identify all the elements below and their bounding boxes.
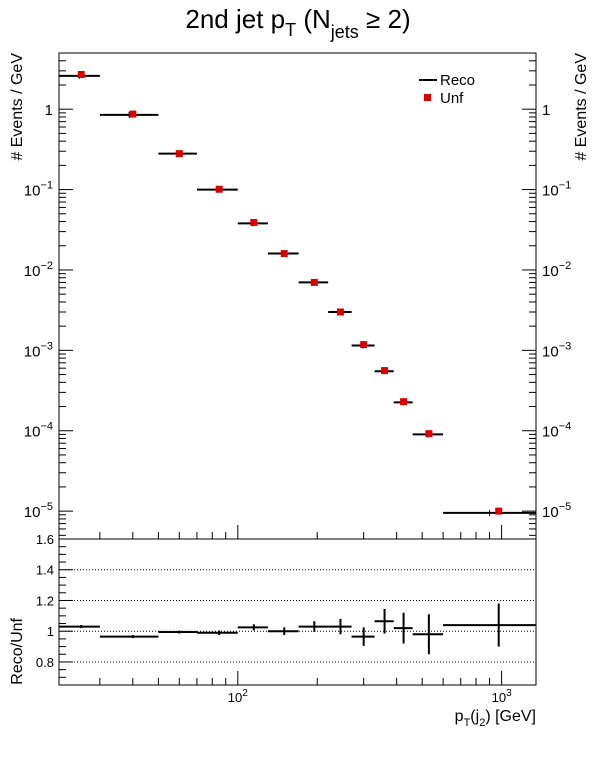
x-tick-label-exp: 2 <box>242 688 248 699</box>
main-y-tick-label-left-exp: −5 <box>40 501 53 513</box>
unf-marker <box>336 308 344 316</box>
main-y-tick-label-right: 10−3 <box>542 340 571 360</box>
main-y-axis-label-right: # Events / GeV <box>573 53 590 161</box>
main-y-tick-label-right-base: 10 <box>542 183 559 200</box>
main-y-tick-label-right: 10−5 <box>542 501 571 521</box>
unf-marker <box>129 110 137 118</box>
main-y-tick-label-left: 10−5 <box>24 501 53 521</box>
main-y-tick-label-left-exp: −2 <box>40 260 53 272</box>
legend: Reco Unf <box>419 72 475 107</box>
ratio-y-tick-label: 1.6 <box>36 532 54 547</box>
chart-title-rest: ≥ 2) <box>359 4 411 34</box>
unf-marker <box>310 278 318 286</box>
x-axis-label-end: ) [GeV] <box>485 708 536 725</box>
main-y-tick-label-right-exp: −4 <box>559 421 572 433</box>
x-axis-label-mid: (j <box>470 708 479 725</box>
main-y-tick-label-left-exp: −3 <box>40 340 53 352</box>
chart-title-paren: (N <box>296 4 331 34</box>
unf-marker <box>400 398 408 406</box>
ratio-y-tick-label: 1 <box>47 624 54 639</box>
x-axis-label-p: p <box>455 708 464 725</box>
x-tick-label-exp: 3 <box>506 688 512 699</box>
main-y-tick-label-left-exp: −1 <box>40 180 53 192</box>
main-y-tick-label-left: 1 <box>45 102 53 119</box>
main-y-tick-label-right-base: 10 <box>542 424 559 441</box>
x-axis-label: pT(j2) [GeV] <box>455 708 536 729</box>
unf-marker <box>280 250 288 258</box>
main-y-tick-label-right-exp: −5 <box>559 501 572 513</box>
x-tick-label-base: 10 <box>228 690 242 705</box>
chart-title-sub-jets: jets <box>330 22 359 42</box>
main-y-tick-label-left-base: 10 <box>24 183 41 200</box>
x-axis-label-sub-t: T <box>464 717 471 729</box>
unf-marker <box>175 150 183 158</box>
unf-marker <box>77 71 85 79</box>
series-ratio <box>59 603 536 655</box>
main-y-tick-label-left-base: 10 <box>24 343 41 360</box>
ratio-y-tick-label: 1.4 <box>36 563 54 578</box>
ratio-plot-frame <box>58 538 537 686</box>
axis-ticks <box>59 52 536 685</box>
main-y-tick-label-right-base: 10 <box>542 263 559 280</box>
main-y-tick-label-left-base: 10 <box>24 424 41 441</box>
ratio-y-axis-label: Reco/Unf <box>9 617 26 684</box>
x-tick-label: 103 <box>492 688 512 705</box>
main-y-tick-label-right-base: 10 <box>542 504 559 521</box>
main-y-tick-label-right-exp: −3 <box>559 340 572 352</box>
chart-title-sub-t: T <box>285 20 296 40</box>
main-y-tick-label-right-exp: −2 <box>559 260 572 272</box>
main-y-tick-label-right: 10−2 <box>542 260 571 280</box>
unf-marker <box>381 367 389 375</box>
legend-unf-marker <box>424 94 431 101</box>
main-y-tick-label-right-base: 10 <box>542 343 559 360</box>
series-reco <box>59 72 536 516</box>
main-y-tick-label-left-base: 10 <box>24 263 41 280</box>
ratio-y-tick-label: 0.8 <box>36 655 54 670</box>
main-y-tick-label-left-base: 10 <box>24 504 41 521</box>
main-y-tick-label-right: 10−4 <box>542 421 571 441</box>
main-y-tick-label-left-base: 1 <box>45 102 53 119</box>
ratio-gridlines <box>59 569 536 663</box>
chart-title: 2nd jet pT (Njets ≥ 2) <box>185 4 410 42</box>
axis-tick-labels: 1 110−1 10−110−2 10−210−3 10−310−4 10−410−5 10… <box>24 102 571 705</box>
ratio-y-tick-label: 1.2 <box>36 593 54 608</box>
legend-unf-label: Unf <box>440 90 464 107</box>
x-axis-label-sub-2: 2 <box>479 717 485 729</box>
legend-reco-label: Reco <box>440 72 475 89</box>
unf-marker <box>425 430 433 438</box>
main-y-tick-label-right: 10−1 <box>542 180 571 200</box>
main-y-tick-label-right-exp: −1 <box>559 180 572 192</box>
unf-marker <box>250 218 258 226</box>
main-y-tick-label-right: 1 <box>542 102 550 119</box>
series-unf <box>77 71 503 515</box>
main-y-tick-label-left-exp: −4 <box>40 421 53 433</box>
unf-marker <box>495 507 503 515</box>
main-plot-frame <box>58 52 537 540</box>
unf-marker <box>360 341 368 349</box>
main-y-tick-label-left: 10−1 <box>24 180 53 200</box>
main-y-tick-label-right-base: 1 <box>542 102 550 119</box>
chart-title-main: 2nd jet p <box>185 4 285 34</box>
x-tick-label: 102 <box>228 688 248 705</box>
unf-marker <box>215 185 223 193</box>
main-y-axis-label-left: # Events / GeV <box>9 53 26 161</box>
main-y-tick-label-left: 10−3 <box>24 340 53 360</box>
main-y-tick-label-left: 10−2 <box>24 260 53 280</box>
x-tick-label-base: 10 <box>492 690 506 705</box>
main-y-tick-label-left: 10−4 <box>24 421 53 441</box>
